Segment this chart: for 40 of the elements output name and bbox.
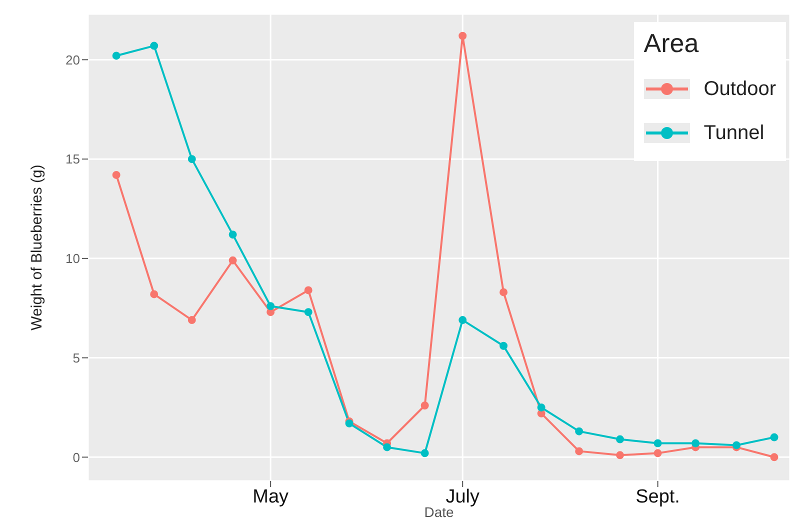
- point: [150, 290, 158, 298]
- point: [420, 401, 429, 410]
- y-tick-label: 5: [72, 350, 80, 366]
- point: [500, 288, 508, 296]
- legend-label: Outdoor: [704, 78, 776, 100]
- point: [770, 433, 778, 442]
- point: [500, 342, 508, 350]
- point: [575, 447, 584, 456]
- point: [304, 308, 312, 316]
- y-tick-label: 15: [66, 152, 80, 167]
- point: [383, 443, 392, 452]
- point: [228, 230, 237, 239]
- legend-title: Area: [644, 28, 700, 59]
- point: [228, 256, 237, 264]
- point: [616, 435, 624, 444]
- y-axis-title: Weight of Blueberries (g): [28, 164, 46, 330]
- point: [266, 308, 275, 316]
- point: [304, 286, 312, 294]
- y-tick-label: 0: [72, 450, 80, 465]
- point: [654, 439, 662, 448]
- point: [188, 316, 196, 324]
- point: [537, 403, 546, 412]
- point: [616, 451, 624, 460]
- point: [420, 449, 429, 458]
- point: [692, 439, 700, 448]
- point: [188, 155, 196, 164]
- legend-label: Tunnel: [704, 122, 764, 144]
- x-tick-label: Sept.: [636, 486, 680, 508]
- y-tick-label: 20: [66, 52, 80, 68]
- point: [112, 170, 120, 179]
- point: [458, 316, 467, 324]
- point: [458, 32, 467, 40]
- y-tick-label: 10: [66, 251, 80, 266]
- point: [112, 52, 120, 60]
- point: [575, 427, 584, 436]
- x-tick-label: May: [252, 486, 290, 508]
- point: [654, 449, 662, 458]
- point: [266, 302, 275, 310]
- point: [150, 42, 158, 50]
- point: [770, 453, 778, 462]
